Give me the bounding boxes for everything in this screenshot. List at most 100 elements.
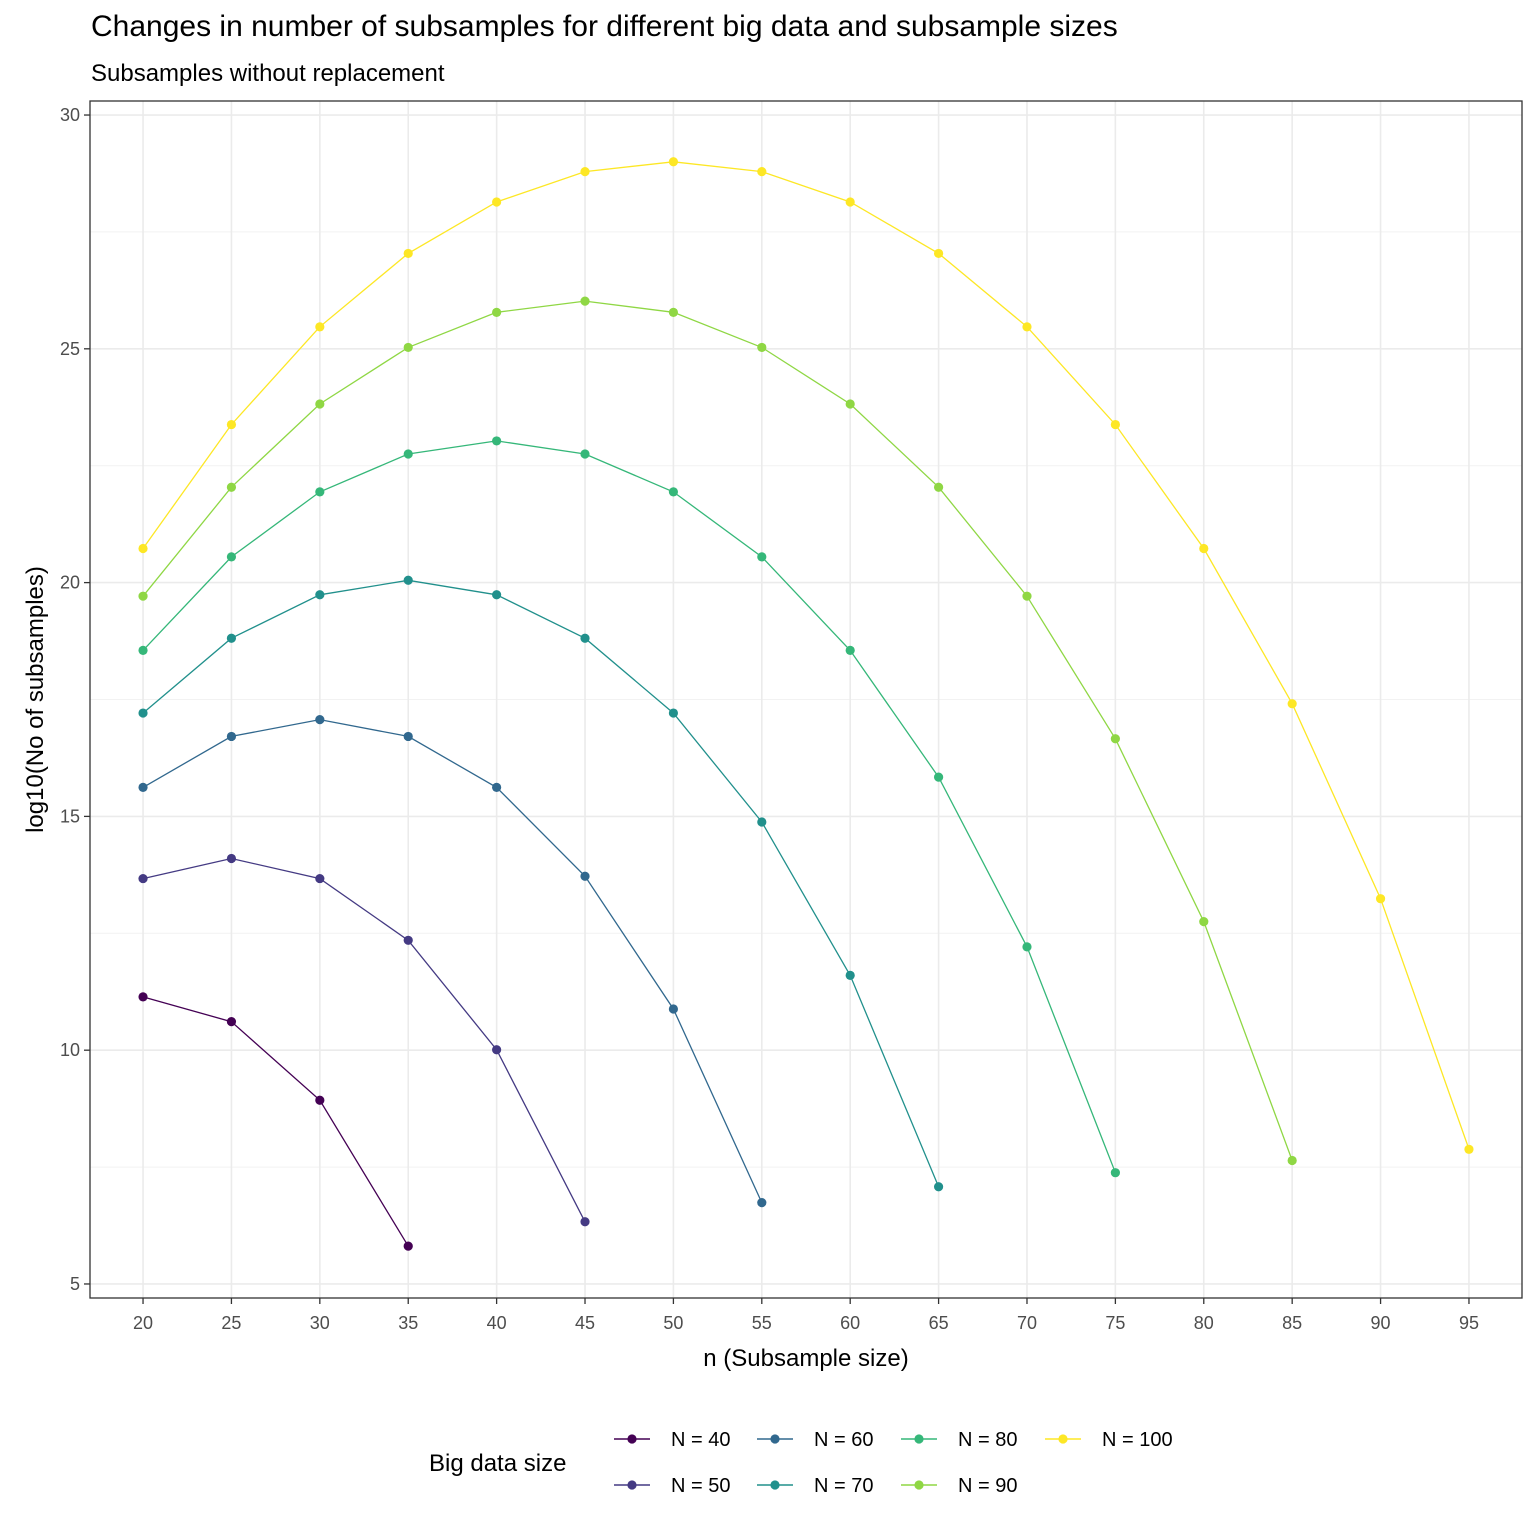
data-point: [138, 708, 148, 718]
legend-key-point: [627, 1480, 637, 1490]
data-point: [1375, 894, 1386, 904]
data-point: [668, 708, 679, 718]
x-axis-title: n (Subsample size): [703, 1345, 908, 1372]
series-n80: [138, 436, 1120, 1178]
x-tick-label: 55: [752, 1313, 772, 1333]
legend-label: N = 100: [1102, 1429, 1173, 1451]
x-tick-label: 50: [663, 1313, 683, 1333]
data-point: [1287, 699, 1297, 709]
data-point: [403, 935, 413, 945]
data-point: [403, 575, 413, 585]
x-tick-label: 30: [310, 1313, 330, 1333]
y-tick-label: 30: [60, 105, 80, 125]
data-point: [757, 167, 767, 177]
y-tick-label: 15: [60, 806, 80, 826]
series-n60: [138, 715, 767, 1208]
data-point: [226, 482, 237, 492]
data-point: [1022, 322, 1032, 332]
series-line: [142, 161, 1470, 1150]
x-tick-label: 70: [1017, 1313, 1037, 1333]
data-point: [757, 342, 767, 353]
data-point: [315, 487, 325, 497]
data-point: [580, 871, 590, 881]
y-axis: 5 10 15 20 25 30: [60, 105, 90, 1294]
x-tick-label: 85: [1282, 1313, 1302, 1333]
legend-key-point: [770, 1480, 780, 1490]
legend-key-point: [914, 1480, 924, 1490]
data-point: [226, 633, 237, 643]
series-n100: [138, 157, 1474, 1154]
data-point: [668, 487, 679, 497]
legend-label: N = 70: [814, 1475, 873, 1497]
data-point: [757, 1198, 767, 1208]
data-point: [492, 436, 502, 446]
data-point: [668, 307, 679, 317]
data-point: [315, 715, 325, 725]
legend-key-point: [770, 1434, 780, 1444]
data-point: [580, 167, 590, 177]
data-point: [1464, 1144, 1474, 1154]
y-axis-title: log10(No of subsamples): [22, 566, 49, 833]
x-tick-label: 90: [1371, 1313, 1391, 1333]
y-tick-label: 20: [60, 573, 80, 593]
x-tick-label: 40: [487, 1313, 507, 1333]
data-point: [1110, 1168, 1120, 1178]
legend-label: N = 80: [958, 1429, 1017, 1451]
x-tick-label: 75: [1105, 1313, 1125, 1333]
data-point: [315, 590, 325, 600]
data-point: [138, 645, 148, 656]
series-line: [142, 996, 409, 1247]
data-point: [403, 731, 413, 742]
x-tick-label: 20: [133, 1313, 153, 1333]
data-point: [226, 1017, 237, 1027]
series-line: [142, 300, 1293, 1161]
data-point: [580, 449, 590, 459]
series-n40: [138, 992, 413, 1251]
x-tick-label: 35: [398, 1313, 418, 1333]
legend: Big data size N = 40 N = 50 N = 60 N = 70 N …: [429, 1429, 1173, 1497]
legend-item: N = 100: [1045, 1429, 1173, 1451]
data-point: [1110, 734, 1120, 744]
data-point: [315, 322, 325, 332]
data-point: [1110, 419, 1120, 430]
legend-item: N = 70: [757, 1475, 873, 1497]
x-tick-label: 80: [1194, 1313, 1214, 1333]
data-point: [1022, 942, 1032, 952]
data-point: [1287, 1155, 1297, 1166]
data-point: [1199, 916, 1209, 927]
data-point: [138, 591, 148, 601]
series-line: [142, 857, 586, 1223]
y-tick-label: 10: [60, 1040, 80, 1060]
y-tick-label: 25: [60, 339, 80, 359]
data-point: [492, 590, 502, 600]
chart-title: Changes in number of subsamples for diff…: [91, 10, 1118, 43]
series-layer: [138, 157, 1474, 1251]
legend-key-point: [914, 1434, 924, 1444]
data-point: [1199, 543, 1209, 554]
legend-label: N = 40: [671, 1429, 730, 1451]
legend-label: N = 50: [671, 1475, 730, 1497]
data-point: [403, 342, 413, 353]
series-n50: [138, 853, 590, 1227]
legend-item: N = 90: [901, 1475, 1017, 1497]
data-point: [668, 1004, 679, 1014]
x-tick-label: 25: [221, 1313, 241, 1333]
data-point: [226, 731, 237, 742]
legend-label: N = 60: [814, 1429, 873, 1451]
series-line: [142, 718, 763, 1203]
series-n90: [138, 296, 1297, 1166]
data-point: [403, 449, 413, 459]
data-point: [845, 197, 855, 207]
data-point: [492, 1045, 502, 1055]
x-tick-label: 65: [929, 1313, 949, 1333]
data-point: [226, 853, 237, 864]
data-point: [492, 782, 502, 793]
data-point: [315, 873, 325, 884]
data-point: [757, 817, 767, 827]
data-point: [226, 419, 237, 430]
data-point: [580, 633, 590, 643]
data-point: [138, 543, 148, 554]
data-point: [492, 307, 502, 317]
data-point: [933, 248, 944, 259]
